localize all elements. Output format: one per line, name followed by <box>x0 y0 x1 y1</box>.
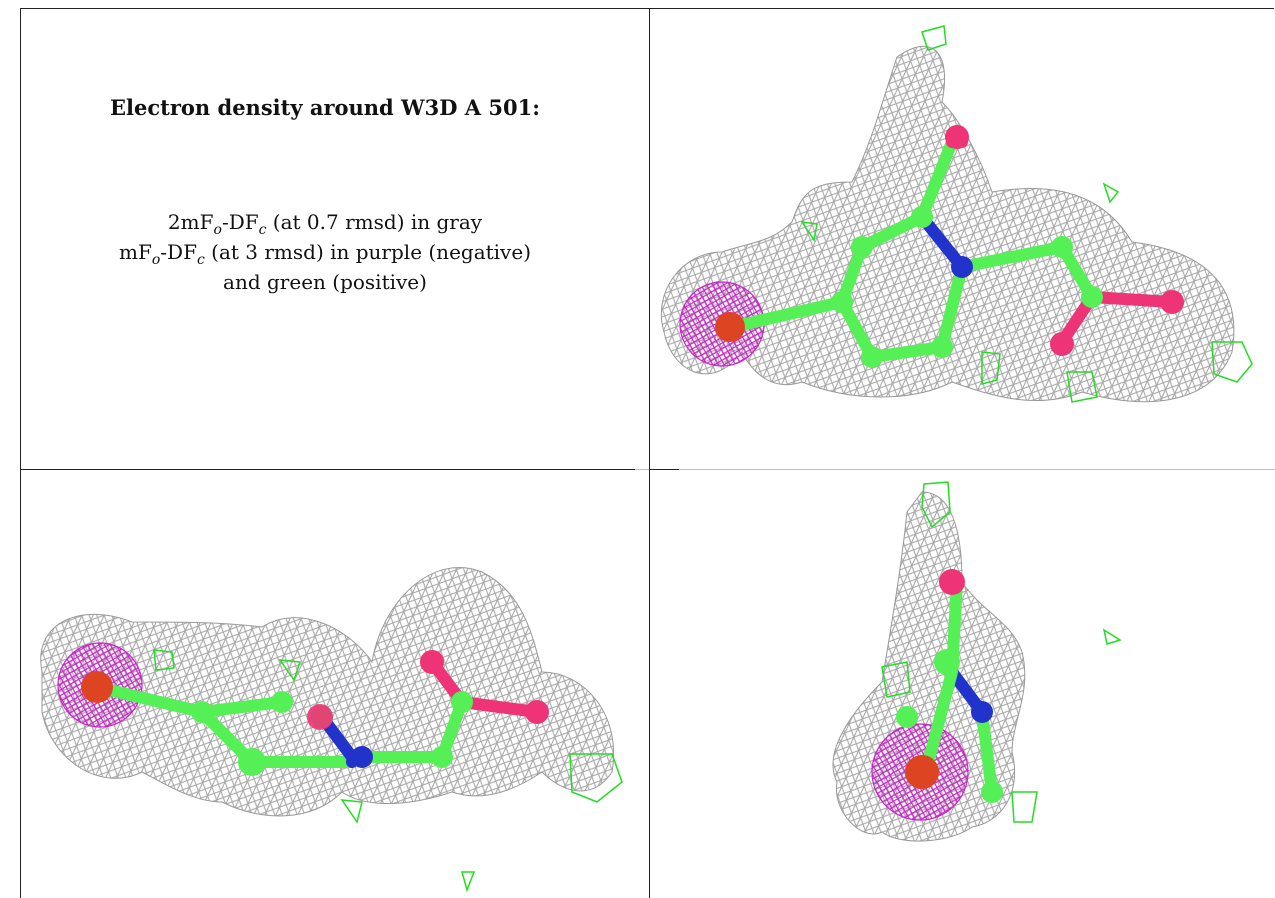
caption-line-1-c: (at 0.7 rmsd) in gray <box>266 210 483 234</box>
caption-line-2-c: (at 3 rmsd) in purple (negative) <box>204 240 531 264</box>
green-positive-density <box>800 25 1253 403</box>
caption-line-2-a: mF <box>119 240 152 264</box>
caption-line-1-a-sub: o <box>213 222 222 238</box>
middle-left-tick <box>20 469 635 470</box>
green-positive-density <box>881 481 1122 823</box>
middle-right-tick <box>649 469 679 470</box>
center-vertical-divider <box>649 8 650 898</box>
middle-horizontal-divider <box>20 469 1275 470</box>
caption-line-1-b: -DF <box>221 210 259 234</box>
gray-density-mesh <box>40 567 614 817</box>
outer-top-border <box>20 8 1274 9</box>
caption-line-2: mFo-DFc (at 3 rmsd) in purple (negative) <box>20 240 630 268</box>
density-view-top-right <box>660 25 1253 403</box>
caption-line-1-b-sub: c <box>258 222 267 238</box>
caption-line-2-b: -DF <box>160 240 197 264</box>
density-view-bottom-right <box>832 481 1122 842</box>
density-view-bottom-left <box>40 567 623 893</box>
ligand-atoms <box>715 125 1184 368</box>
outer-left-border <box>20 8 21 898</box>
green-positive-density <box>153 649 623 893</box>
caption-line-2-a-sub: o <box>151 252 161 268</box>
caption-line-2-b-sub: c <box>196 252 205 268</box>
caption-line-1-a: 2mF <box>167 210 214 234</box>
caption-title: Electron density around W3D A 501: <box>110 95 540 120</box>
caption-line-3: and green (positive) <box>223 270 427 294</box>
ligand-atoms <box>896 569 1003 803</box>
ligand-atoms <box>81 650 549 776</box>
caption-line-1: 2mFo-DFc (at 0.7 rmsd) in gray <box>20 210 630 238</box>
